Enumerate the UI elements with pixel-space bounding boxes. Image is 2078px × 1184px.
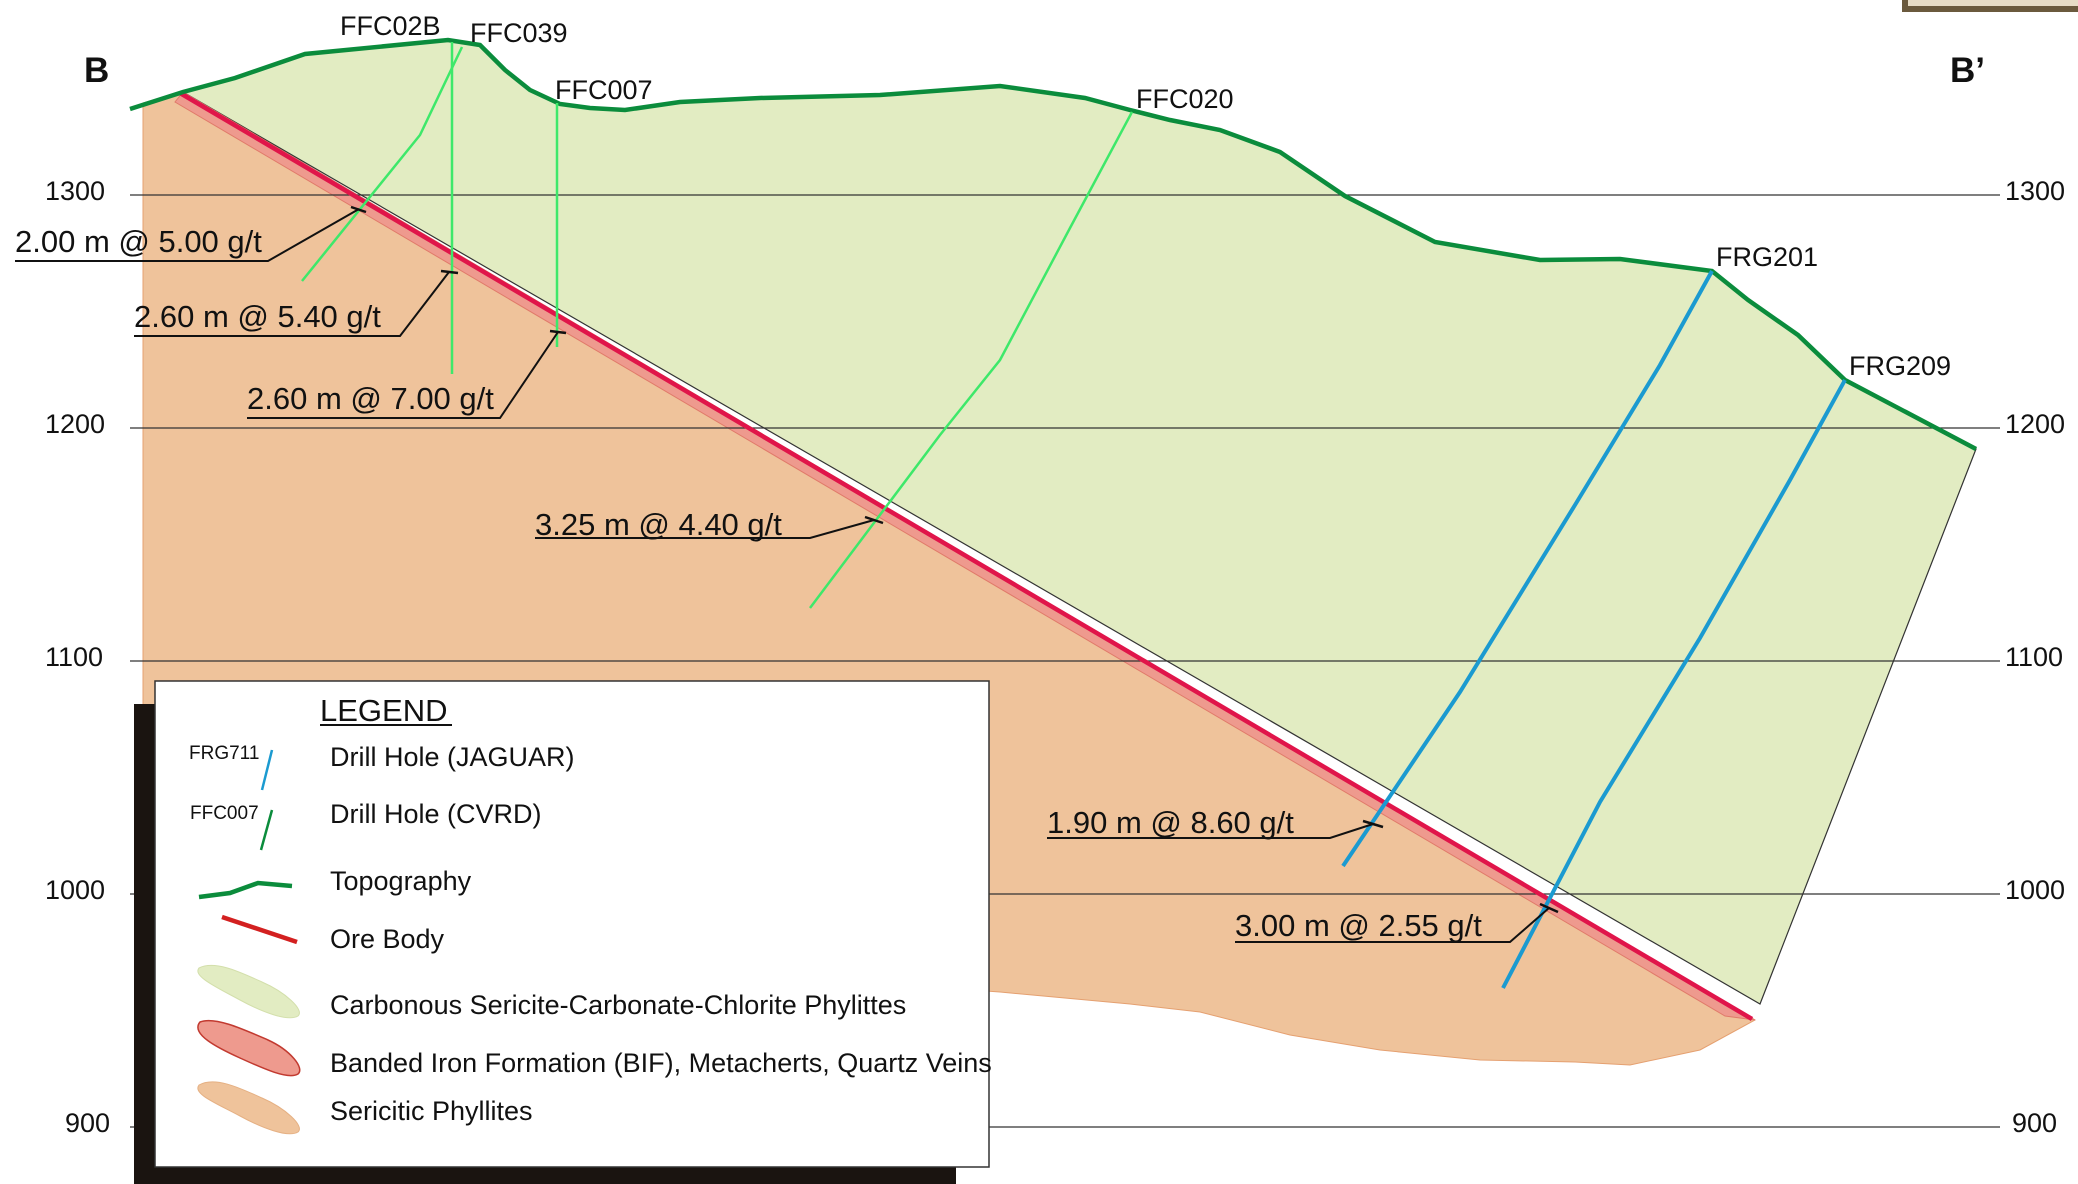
intercept-label-2: 2.60 m @ 5.40 g/t [134,299,381,334]
cvrd-drill-holes [301,42,1134,609]
legend-bif-swatch [197,1019,301,1077]
intercept-label-6: 3.00 m @ 2.55 g/t [1235,908,1482,943]
elevation-label-right-1200: 1200 [2005,409,2065,439]
legend-label-cvrd: Drill Hole (CVRD) [330,799,542,829]
legend-label-sericitic: Sericitic Phyllites [330,1096,533,1126]
elevation-label-right-900: 900 [2012,1108,2057,1138]
elevation-label-right-1000: 1000 [2005,875,2065,905]
drill-hole-label-frg209: FRG209 [1849,351,1951,381]
intercept-label-3: 2.60 m @ 7.00 g/t [247,381,494,416]
elevation-label-left-1000: 1000 [45,875,105,905]
legend: LEGEND FRG711 Drill Hole (JAGUAR) FFC007… [134,680,992,1184]
legend-label-jaguar: Drill Hole (JAGUAR) [330,742,575,772]
jaguar-drill-holes [1341,270,1847,989]
intercept-leader-4 [535,519,875,539]
section-end-label: B’ [1950,51,1985,90]
drill-hole-frg209-trace [1501,379,1847,989]
intercept-marker-2 [440,269,459,275]
legend-jaguar-sample-label: FRG711 [189,743,259,764]
legend-carbonous-swatch [197,964,300,1019]
legend-title: LEGEND [320,693,447,728]
elevation-labels-left: 1300 1200 1100 1000 900 [45,176,110,1138]
elevation-label-right-1300: 1300 [2005,176,2065,206]
ore-body-line [178,91,1754,1021]
drill-hole-label-frg201: FRG201 [1716,242,1818,272]
legend-label-bif: Banded Iron Formation (BIF), Metacherts,… [330,1048,992,1078]
legend-label-carbonous: Carbonous Sericite-Carbonate-Chlorite Ph… [330,990,906,1020]
intercept-label-4: 3.25 m @ 4.40 g/t [535,507,782,542]
legend-cvrd-sample-line [259,809,274,851]
legend-ore-body-sample [221,914,298,945]
legend-topography-sample [198,880,293,900]
elevation-label-left-1300: 1300 [45,176,105,206]
corner-mark-inner [1908,0,2078,6]
elevation-labels-right: 1300 1200 1100 1000 900 [2005,176,2065,1138]
elevation-label-left-1200: 1200 [45,409,105,439]
legend-jaguar-sample-line [260,749,274,791]
intercept-leader-5 [1047,823,1374,839]
intercept-leaders [15,208,1550,943]
intercept-label-5: 1.90 m @ 8.60 g/t [1047,805,1294,840]
drill-hole-ffc020-trace [809,111,1134,609]
drill-hole-label-ffc007: FFC007 [555,75,653,105]
drill-hole-ffc02b-trace [301,46,464,282]
drill-hole-label-ffc020: FFC020 [1136,84,1234,114]
drill-hole-label-ffc02b: FFC02B [340,11,441,41]
section-start-label: B [84,51,109,90]
intercept-leader-6 [1235,907,1550,943]
drill-hole-label-ffc039: FFC039 [470,18,568,48]
legend-box [154,680,990,1168]
elevation-label-left-1100: 1100 [45,642,103,672]
legend-label-ore-body: Ore Body [330,924,445,954]
legend-sericitic-swatch [197,1081,300,1135]
intercept-leader-3 [247,331,559,419]
elevation-label-left-900: 900 [65,1108,110,1138]
legend-label-topography: Topography [330,866,472,896]
elevation-label-right-1100: 1100 [2005,642,2063,672]
legend-cvrd-sample-label: FFC007 [190,803,259,824]
drill-hole-frg201-trace [1341,270,1714,868]
intercept-leader-2 [134,271,450,337]
topography-line [129,37,1978,451]
intercept-leader-1 [15,208,360,262]
intercept-label-1: 2.00 m @ 5.00 g/t [15,224,262,259]
